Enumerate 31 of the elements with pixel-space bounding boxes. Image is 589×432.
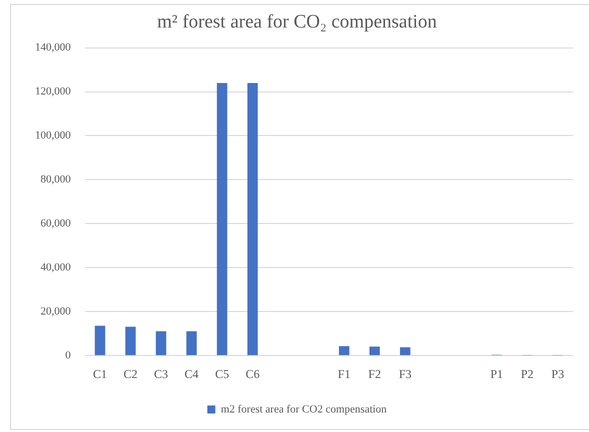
bar — [369, 346, 380, 356]
x-tick-label: C5 — [215, 366, 230, 381]
x-tick-label: P3 — [551, 366, 564, 381]
y-tick-label: 140,000 — [35, 42, 72, 54]
x-tick-label: C4 — [184, 366, 199, 381]
bar — [247, 82, 258, 356]
bar — [216, 82, 228, 356]
x-tick-label: F1 — [338, 366, 350, 381]
legend-label: m2 forest area for CO2 compensation — [220, 403, 388, 416]
x-tick-label: F2 — [368, 366, 381, 381]
y-tick-label: 120,000 — [35, 86, 72, 98]
x-tick-label: C1 — [93, 366, 108, 381]
bar — [156, 331, 166, 356]
y-tick-label: 60,000 — [40, 218, 72, 230]
y-tick-label: 100,000 — [35, 130, 72, 142]
x-tick-label: C3 — [154, 366, 168, 381]
x-tick-label: P2 — [520, 366, 534, 381]
chart-title: m² forest area for CO₂ compensation — [157, 11, 438, 32]
bar — [94, 326, 106, 356]
x-tick-label: C6 — [246, 366, 260, 381]
bar — [186, 331, 197, 356]
bar — [400, 347, 410, 356]
y-tick-label: 0 — [65, 349, 72, 362]
bar — [338, 346, 350, 356]
x-tick-label: C2 — [124, 366, 138, 381]
x-tick-label: P1 — [490, 366, 504, 381]
bar — [125, 326, 136, 356]
y-tick-label: 20,000 — [40, 306, 72, 318]
y-tick-label: 40,000 — [40, 262, 72, 274]
y-tick-label: 80,000 — [40, 174, 72, 186]
x-tick-label: F3 — [398, 366, 412, 381]
